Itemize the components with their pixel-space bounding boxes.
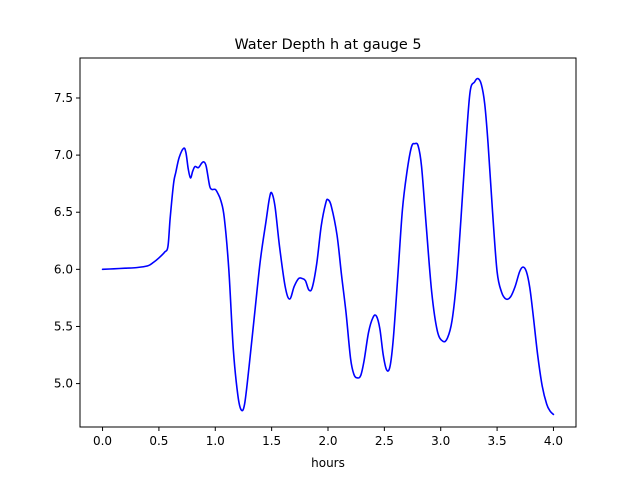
plot-area bbox=[101, 77, 555, 416]
x-tick-label: 3.5 bbox=[488, 434, 507, 448]
x-tick-label: 1.5 bbox=[262, 434, 281, 448]
y-tick-label: 5.5 bbox=[54, 319, 73, 333]
x-tick-label: 0.0 bbox=[93, 434, 112, 448]
x-axis-label: hours bbox=[311, 456, 345, 470]
x-axis: 0.0 0.5 1.0 1.5 2.0 2.5 3.0 3.5 4.0 bbox=[93, 427, 563, 448]
chart-title: Water Depth h at gauge 5 bbox=[234, 37, 421, 53]
x-tick-label: 1.0 bbox=[206, 434, 225, 448]
y-tick-label: 6.5 bbox=[54, 205, 73, 219]
x-tick-label: 2.0 bbox=[318, 434, 337, 448]
y-tick-label: 5.0 bbox=[54, 377, 73, 391]
y-axis: 5.0 5.5 6.0 6.5 7.0 7.5 bbox=[54, 91, 80, 391]
x-tick-label: 4.0 bbox=[544, 434, 563, 448]
x-tick-label: 0.5 bbox=[149, 434, 168, 448]
y-tick-label: 7.5 bbox=[54, 91, 73, 105]
y-tick-label: 6.0 bbox=[54, 262, 73, 276]
x-tick-label: 2.5 bbox=[375, 434, 394, 448]
y-tick-label: 7.0 bbox=[54, 148, 73, 162]
series-line bbox=[101, 77, 555, 416]
x-tick-label: 3.0 bbox=[431, 434, 450, 448]
